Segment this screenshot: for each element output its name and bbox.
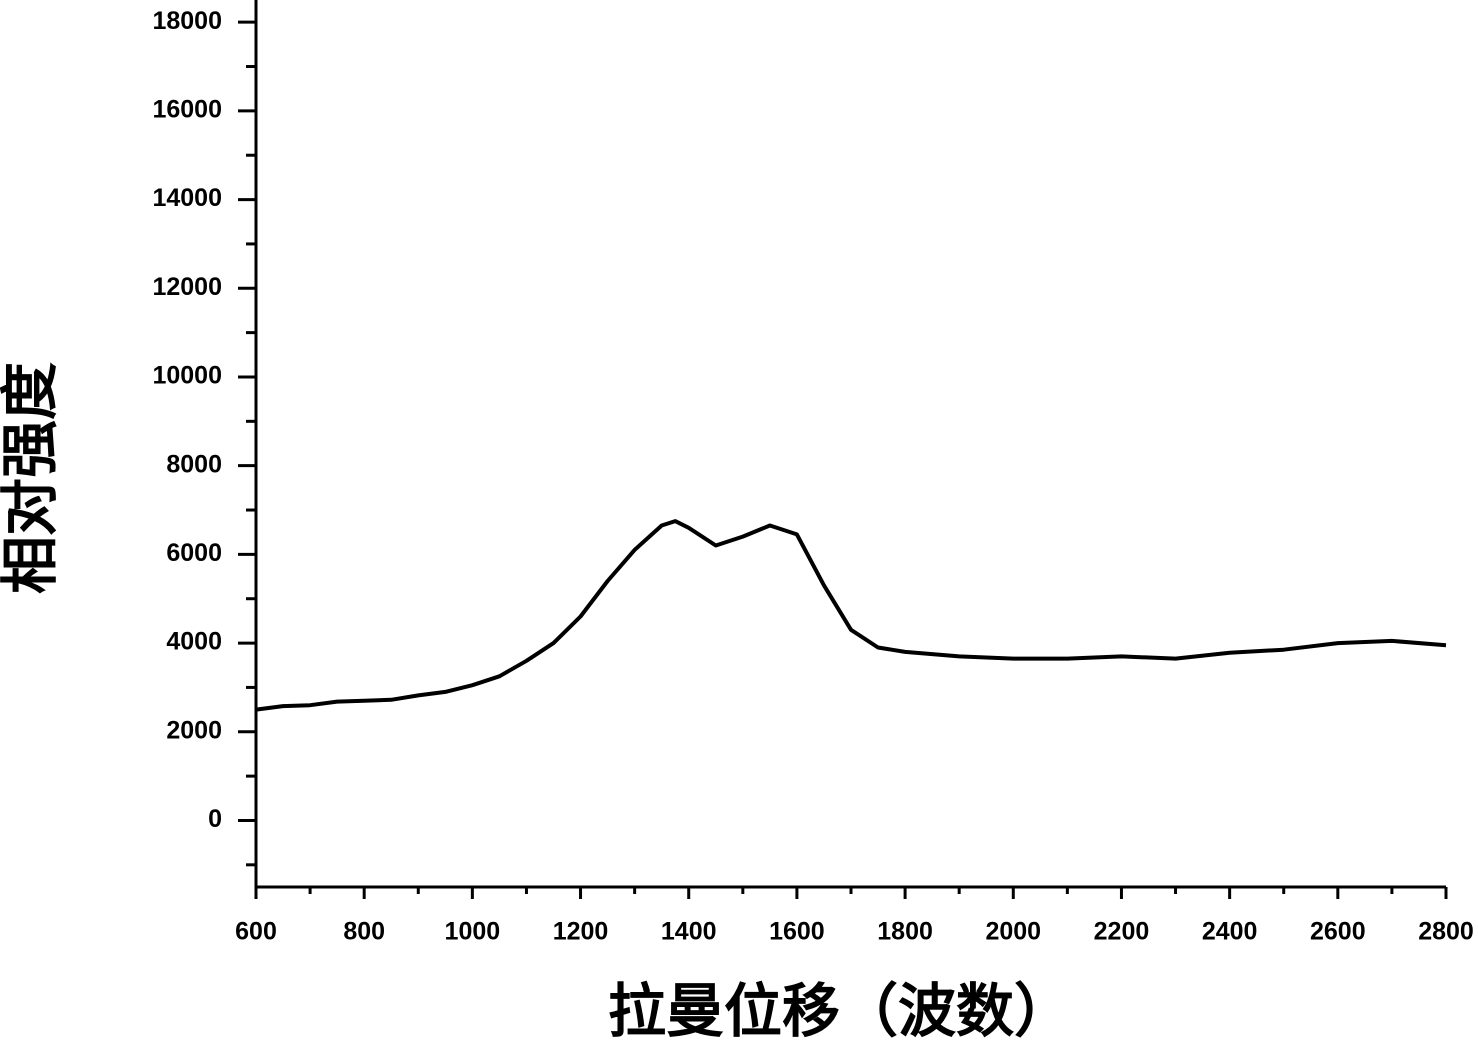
data-line	[255, 519, 1447, 712]
x-tick-label: 1400	[661, 918, 717, 946]
y-tick-label: 6000	[166, 539, 222, 567]
x-tick-label: 1000	[445, 918, 501, 946]
x-tick-label: 2600	[1310, 918, 1366, 946]
x-tick-label: 1800	[877, 918, 933, 946]
x-tick-label: 1600	[769, 918, 825, 946]
x-tick-label: 600	[235, 918, 277, 946]
y-tick-label: 0	[208, 805, 222, 833]
y-tick-label: 16000	[152, 95, 222, 123]
x-tick-label: 1200	[553, 918, 609, 946]
y-tick-label: 8000	[166, 450, 222, 478]
x-tick-label: 2200	[1094, 918, 1150, 946]
y-tick-label: 2000	[166, 716, 222, 744]
x-axis-label: 拉曼位移（波数）	[608, 977, 1072, 1044]
y-tick-label: 12000	[152, 273, 222, 301]
y-tick-label: 18000	[152, 7, 222, 35]
y-tick-label: 10000	[152, 362, 222, 390]
y-axis-label: 相对强度	[0, 362, 64, 594]
x-tick-label: 800	[343, 918, 385, 946]
x-tick-label: 2000	[985, 918, 1041, 946]
x-tick-label: 2800	[1418, 918, 1474, 946]
y-tick-label: 4000	[166, 628, 222, 656]
x-tick-label: 2400	[1202, 918, 1258, 946]
y-tick-label: 14000	[152, 184, 222, 212]
